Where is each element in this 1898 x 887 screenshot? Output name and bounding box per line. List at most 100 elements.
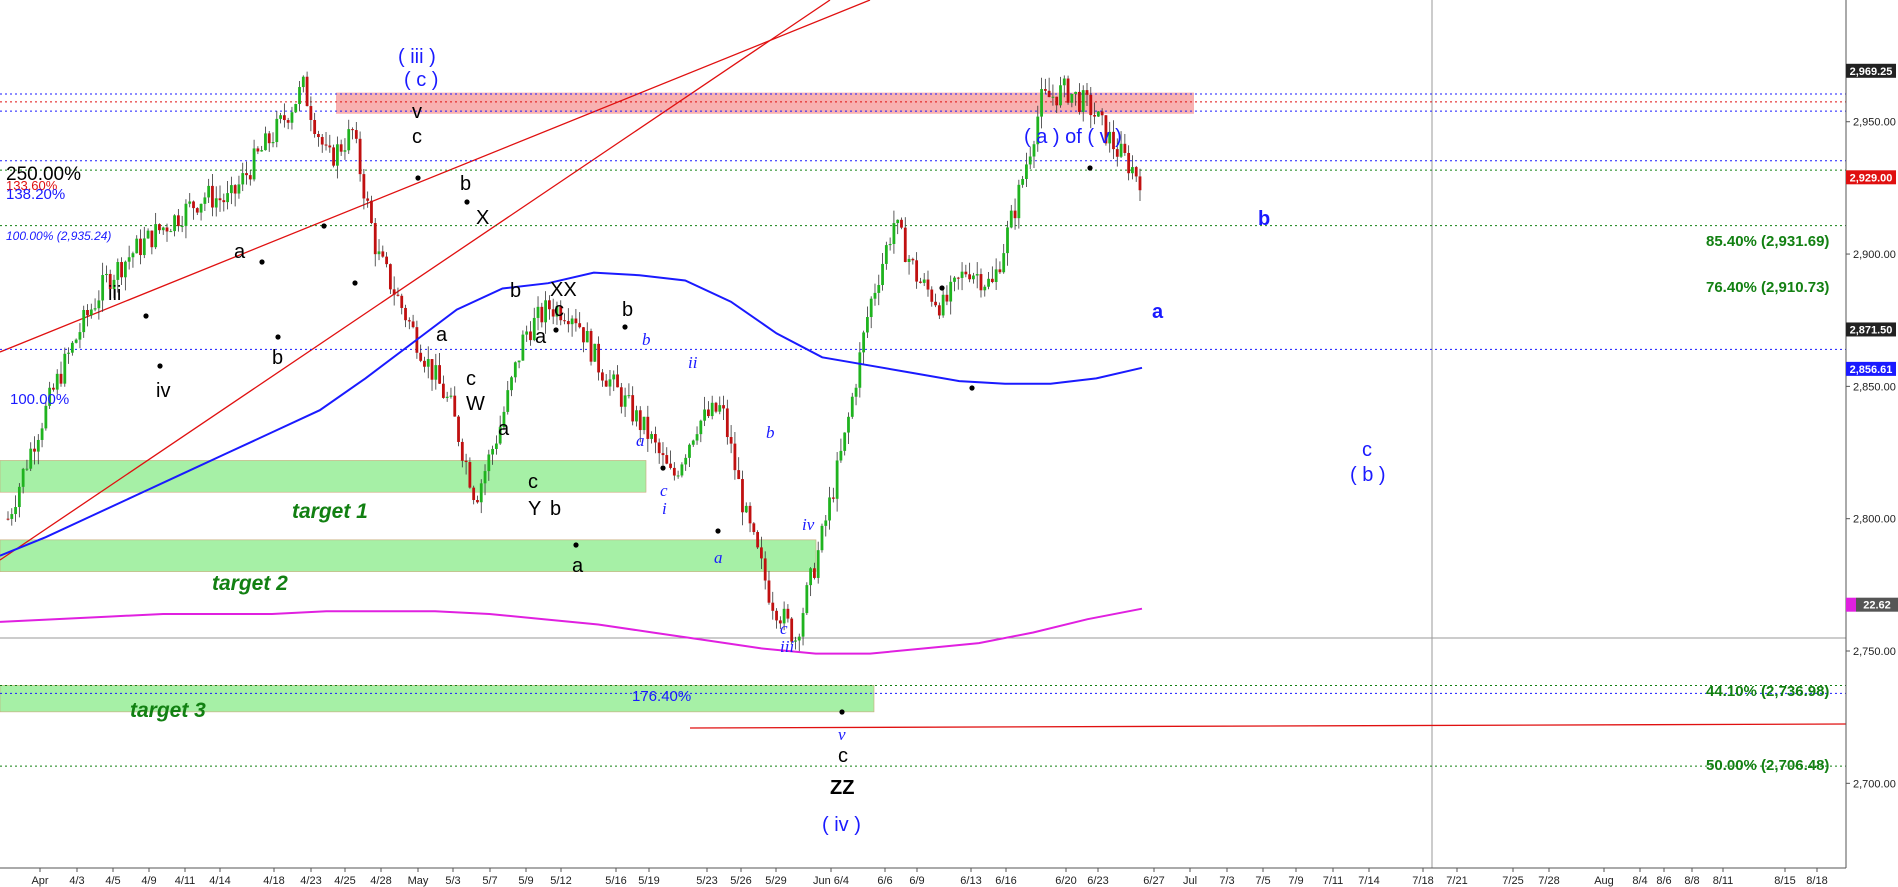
x-tick-label: 7/5 [1255, 875, 1270, 887]
candle-up [173, 215, 176, 232]
candle-down [192, 201, 195, 209]
trend-lines [0, 0, 1847, 729]
candle-up [494, 443, 498, 449]
x-tick-label: 5/29 [765, 875, 786, 887]
candle-up [498, 427, 502, 444]
x-tick-label: 4/11 [175, 875, 196, 887]
x-tick-label: Apr [31, 875, 48, 887]
wave-W: W [466, 393, 485, 415]
candle-down [638, 410, 642, 431]
price-badge-label: 2,856.61 [1850, 364, 1893, 376]
candle-down [457, 416, 460, 442]
pivot-dot [715, 528, 721, 534]
candle-up [1017, 184, 1021, 219]
candle-down [903, 227, 907, 262]
candle-down [767, 580, 771, 603]
y-axis: 3,000.002,950.002,900.002,850.002,800.00… [1846, 117, 1896, 790]
trend-line-lower [0, 0, 831, 561]
target-3-label: target 3 [130, 699, 206, 722]
price-badge [1846, 63, 1896, 78]
candle-down [328, 145, 332, 148]
candle-up [36, 439, 40, 452]
fib-label-176: 176.40% [632, 688, 691, 705]
wave-Y: Y [528, 498, 541, 520]
candle-down [332, 147, 335, 166]
candle-up [801, 613, 805, 637]
pivot-dot [622, 324, 628, 330]
candle-up [44, 405, 48, 429]
candle-up [1002, 253, 1006, 273]
candle-up [40, 428, 44, 440]
candle-down [339, 144, 343, 152]
candle-down [919, 281, 922, 283]
candle-down [574, 318, 578, 324]
pivot-dot [573, 542, 579, 548]
candle-up [892, 223, 896, 244]
candle-down [286, 120, 290, 123]
price-badge-label: 2,969.25 [1850, 66, 1893, 78]
moving-average-line-1 [0, 271, 1143, 557]
x-tick-label: Jul [1183, 875, 1197, 887]
candle-down [392, 289, 396, 295]
candle-down [373, 223, 377, 255]
candle-up [1036, 116, 1040, 145]
x-tick-label: 7/21 [1446, 875, 1467, 887]
x-tick-label: 7/28 [1538, 875, 1559, 887]
x-tick-label: 6/6 [877, 875, 892, 887]
candle-down [604, 380, 608, 387]
candle-up [1009, 210, 1013, 228]
candle-up [688, 444, 691, 458]
candle-up [142, 238, 146, 256]
wave-c-xx: c [554, 299, 564, 321]
candle-up [146, 230, 150, 239]
pivot-dot [969, 385, 975, 391]
x-tick-label: 7/25 [1502, 875, 1523, 887]
candle-up [949, 281, 953, 302]
target-zone-1 [0, 460, 647, 493]
fib-label-138: 138.20% [6, 186, 65, 203]
candle-down [589, 331, 593, 362]
candle-up [188, 201, 192, 204]
wave-v-top: v [412, 101, 422, 123]
x-tick-label: 4/5 [105, 875, 120, 887]
candle-down [771, 602, 775, 611]
candle-up [710, 402, 714, 417]
x-tick-label: 8/15 [1774, 875, 1795, 887]
candle-up [29, 448, 33, 469]
candle-up [301, 76, 305, 88]
candle-up [264, 133, 267, 151]
y-tick-label: 2,800.00 [1853, 514, 1896, 526]
candle-down [616, 374, 619, 388]
wave-c-bottom: c [838, 745, 848, 767]
candle-up [809, 568, 813, 586]
candle-down [672, 467, 676, 476]
candle-down [733, 443, 737, 471]
candle-down [1115, 149, 1119, 157]
fib-labels: 250.00% 133.60% 138.20% 100.00% (2,935.2… [6, 164, 1829, 774]
x-tick-label: 5/23 [696, 875, 717, 887]
candle-up [684, 457, 688, 465]
candle-up [343, 150, 347, 152]
price-badges: 2,969.25 2,929.00 2,871.50 2,856.61 22.62 [1846, 63, 1898, 612]
wave-a-4-14: a [234, 241, 246, 263]
pivot-dot [143, 313, 149, 319]
candle-up [650, 434, 654, 439]
x-tick-label: 6/16 [995, 875, 1016, 887]
candle-down [968, 274, 972, 280]
x-tick-label: 8/4 [1632, 875, 1647, 887]
candle-up [797, 636, 801, 641]
trend-line-flat [689, 723, 1847, 729]
candle-up [229, 185, 233, 194]
candle-down [665, 455, 669, 464]
price-badge-accent [1846, 597, 1856, 612]
candle-down [578, 323, 582, 328]
candle-down [915, 260, 919, 282]
candle-down [256, 148, 260, 152]
wave-a-5-7: a [498, 418, 510, 440]
pivot-dot [839, 709, 845, 715]
x-tick-label: 6/23 [1087, 875, 1108, 887]
candle-up [63, 353, 67, 384]
candle-up [67, 352, 70, 354]
candle-up [1021, 179, 1025, 185]
